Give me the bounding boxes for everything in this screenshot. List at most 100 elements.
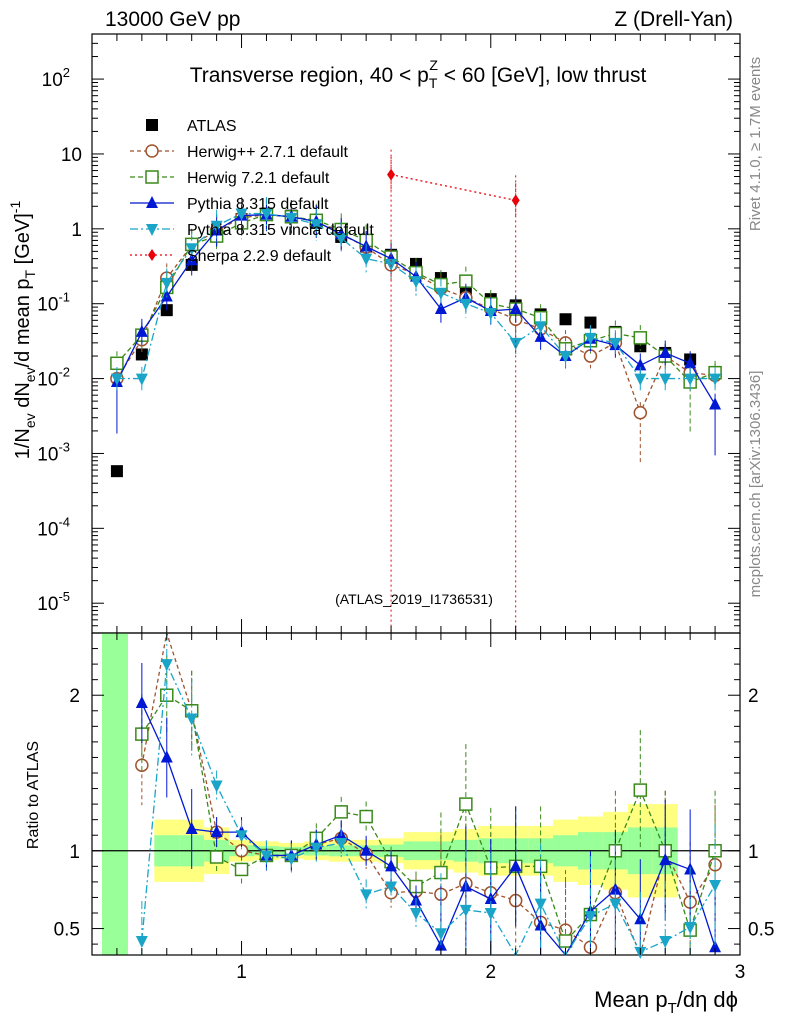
ratio-point <box>209 850 224 864</box>
data-point <box>110 373 123 386</box>
header-left: 13000 GeV pp <box>105 8 240 31</box>
data-point <box>135 348 148 361</box>
ratio-point <box>335 838 348 850</box>
data-point <box>511 194 520 207</box>
legend-marker <box>148 249 156 261</box>
data-point <box>709 397 722 410</box>
legend-marker <box>145 170 159 184</box>
ratio-point <box>459 797 473 811</box>
legend-marker <box>145 144 159 158</box>
ratio-point <box>633 783 648 797</box>
data-point <box>509 301 522 314</box>
legend-marker <box>146 119 158 131</box>
ratio-y-tick-label: 2 <box>69 686 80 707</box>
ratio-point <box>684 922 697 934</box>
data-point <box>335 233 348 246</box>
data-point <box>559 313 572 326</box>
data-point <box>410 276 422 289</box>
ratio-series-4 <box>135 633 722 959</box>
ratio-y-tick-label: 1 <box>69 842 80 863</box>
data-point <box>160 277 173 290</box>
data-point <box>684 373 697 386</box>
legend-entry: Sherpa 2.2.9 default <box>130 248 332 265</box>
data-point <box>185 253 198 266</box>
legend-marker <box>146 224 158 236</box>
ratio-y-tick-label: 0.5 <box>54 920 80 941</box>
ratio-point <box>360 843 373 856</box>
ratio-point <box>385 881 398 894</box>
data-point <box>434 301 447 314</box>
y-axis-label-ratio: Ratio to ATLAS <box>25 741 42 849</box>
data-point <box>135 324 148 337</box>
ratio-point <box>135 936 148 948</box>
main-y-tick-label: 1 <box>71 220 82 241</box>
data-point <box>484 308 497 321</box>
series-line <box>116 213 716 405</box>
ratio-point <box>160 750 173 763</box>
main-series-layer <box>110 149 722 633</box>
ratio-point <box>459 904 472 917</box>
data-point <box>584 332 597 345</box>
ratio-point <box>334 805 348 819</box>
main-y-tick-label: 10-2 <box>37 365 70 391</box>
ratio-point <box>659 936 672 948</box>
ratio-point <box>509 859 522 872</box>
data-point <box>260 208 273 221</box>
main-y-tick-label: 10-1 <box>37 290 70 316</box>
ratio-point <box>659 853 672 866</box>
ratio-y-tick-label-right: 0.5 <box>748 920 774 941</box>
ratio-y-tick-label-right: 1 <box>748 842 759 863</box>
ratio-point <box>709 880 722 892</box>
data-point <box>633 405 648 420</box>
ratio-point <box>410 908 422 920</box>
main-y-tick-label: 10-4 <box>37 514 70 540</box>
ratio-point <box>385 859 398 872</box>
y-axis-label-main: 1/Nev dNev/d mean pT [GeV]-1 <box>7 201 38 460</box>
x-tick-label: 3 <box>735 962 746 983</box>
main-y-tick-label: 10 <box>61 145 82 166</box>
ratio-y-ticks: 0.5 0.5 1 1 2 2 <box>54 648 774 945</box>
ratio-point <box>484 908 497 920</box>
ratio-point <box>609 898 622 911</box>
data-point <box>633 331 648 345</box>
legend-entry: Pythia 8.315 default <box>130 196 329 213</box>
ratio-y-tick-label-right: 2 <box>748 686 759 707</box>
data-point <box>210 220 223 233</box>
ratio-line <box>141 694 716 943</box>
data-point <box>509 337 522 350</box>
data-point <box>185 243 198 256</box>
ratio-point <box>360 889 373 902</box>
ratio-point <box>260 850 273 863</box>
data-point <box>634 373 647 386</box>
ratio-point <box>160 659 173 672</box>
main-y-ticks: 10-5 10-4 10-3 10-2 10-1 1 10 102 <box>37 33 740 634</box>
ratio-point <box>709 940 722 953</box>
legend-label: Pythia 8.315 default <box>187 196 329 213</box>
header-right: Z (Drell-Yan) <box>614 8 733 31</box>
rivet-label: Rivet 4.1.0, ≥ 1.7M events <box>747 57 764 231</box>
main-y-tick-label: 102 <box>42 65 70 91</box>
ratio-point <box>235 830 248 843</box>
legend-label: ATLAS <box>187 118 237 135</box>
data-point <box>609 337 622 350</box>
x-axis-ticks: 1 2 3 <box>116 34 746 983</box>
legend-label: Herwig++ 2.7.1 default <box>187 144 349 161</box>
series-5 <box>387 149 520 633</box>
ratio-point <box>234 862 249 877</box>
ratio-line <box>141 661 716 957</box>
legend-entry: Pythia 8.315 vincia default <box>130 222 374 239</box>
data-point <box>235 208 248 221</box>
ratio-point <box>584 911 597 924</box>
series-line <box>116 213 716 383</box>
legend: ATLAS Herwig++ 2.7.1 default Herwig 7.2.1 … <box>130 118 374 265</box>
ratio-point <box>558 934 573 948</box>
data-point <box>559 351 572 364</box>
data-point <box>285 212 298 225</box>
x-tick-label: 1 <box>236 962 247 983</box>
chart-title: Transverse region, 40 < pTZ < 60 [GeV], … <box>190 57 647 91</box>
analysis-tag: (ATLAS_2019_I1736531) <box>335 591 493 607</box>
main-y-tick-label: 10-3 <box>37 439 70 465</box>
data-point <box>459 298 472 311</box>
legend-entry: ATLAS <box>146 118 237 135</box>
